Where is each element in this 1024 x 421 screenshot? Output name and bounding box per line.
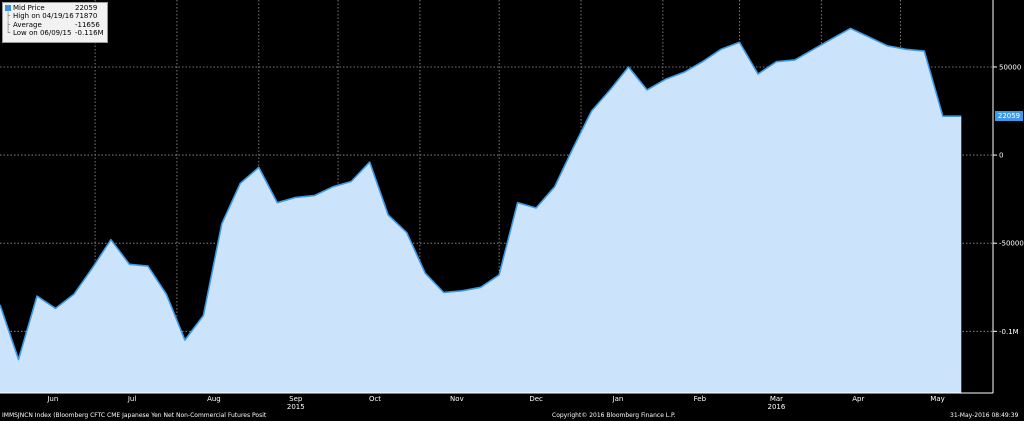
x-axis: Jun Jul Aug Sep Oct Nov Dec Jan Feb Mar Apr May 2015… [0, 392, 993, 411]
footer-bar: IMMSJNCN Index (Bloomberg CFTC CME Japan… [0, 411, 1024, 421]
legend-row-high: ├ High on 04/19/16 71870 [5, 12, 105, 20]
y-tick-label: -0.1M [999, 328, 1019, 336]
legend-row-mid-price: Mid Price 22059 [5, 4, 105, 12]
tree-end-icon: └ [5, 29, 11, 38]
series-area-fill [0, 28, 962, 394]
legend-value: -11656 [75, 20, 100, 29]
y-tick-label: 0 [999, 152, 1003, 160]
series-line [0, 27, 962, 361]
legend-label: Mid Price [13, 4, 45, 12]
legend-row-low: └ Low on 06/09/15 -0.116M [5, 29, 105, 37]
x-tick-label: Oct [369, 395, 381, 403]
x-tick-label: Aug [207, 395, 221, 403]
x-year-label: 2016 [768, 403, 786, 411]
y-axis: 50000 0 -50000 -0.1M [992, 0, 1024, 393]
legend-row-average: ├ Average -11656 [5, 21, 105, 29]
x-tick-label: Apr [852, 395, 864, 403]
legend-value: 71870 [75, 12, 98, 21]
legend-value: 22059 [75, 4, 98, 12]
legend-label: High on 04/19/16 [13, 12, 74, 21]
x-year-label: 2015 [287, 403, 305, 411]
area-series [0, 27, 962, 394]
footer-copyright: Copyright© 2016 Bloomberg Finance L.P. [552, 412, 676, 419]
x-tick-label: Feb [694, 395, 707, 403]
x-tick-label: Jul [127, 395, 137, 403]
x-tick-label: Nov [450, 395, 464, 403]
tree-branch-icon: ├ [5, 12, 11, 21]
legend-label: Low on 06/09/15 [13, 29, 72, 38]
x-tick-label: May [930, 395, 944, 403]
x-tick-label: Mar [770, 395, 783, 403]
x-tick-label: Dec [529, 395, 543, 403]
series-swatch-icon [5, 5, 11, 12]
legend-box: Mid Price 22059 ├ High on 04/19/16 71870 … [2, 2, 108, 43]
legend-value: -0.116M [75, 29, 104, 38]
last-value-tag: 22059 [995, 111, 1023, 122]
y-tick-label: -50000 [999, 240, 1024, 248]
x-tick-label: Sep [289, 395, 303, 403]
x-tick-label: Jun [46, 395, 58, 403]
y-tick-label: 50000 [999, 63, 1021, 71]
legend-label: Average [13, 20, 42, 29]
x-tick-label: Jan [612, 395, 624, 403]
tree-branch-icon: ├ [5, 20, 11, 29]
footer-timestamp: 31-May-2016 08:49:39 [950, 412, 1019, 419]
footer-ticker: IMMSJNCN Index (Bloomberg CFTC CME Japan… [2, 412, 267, 419]
